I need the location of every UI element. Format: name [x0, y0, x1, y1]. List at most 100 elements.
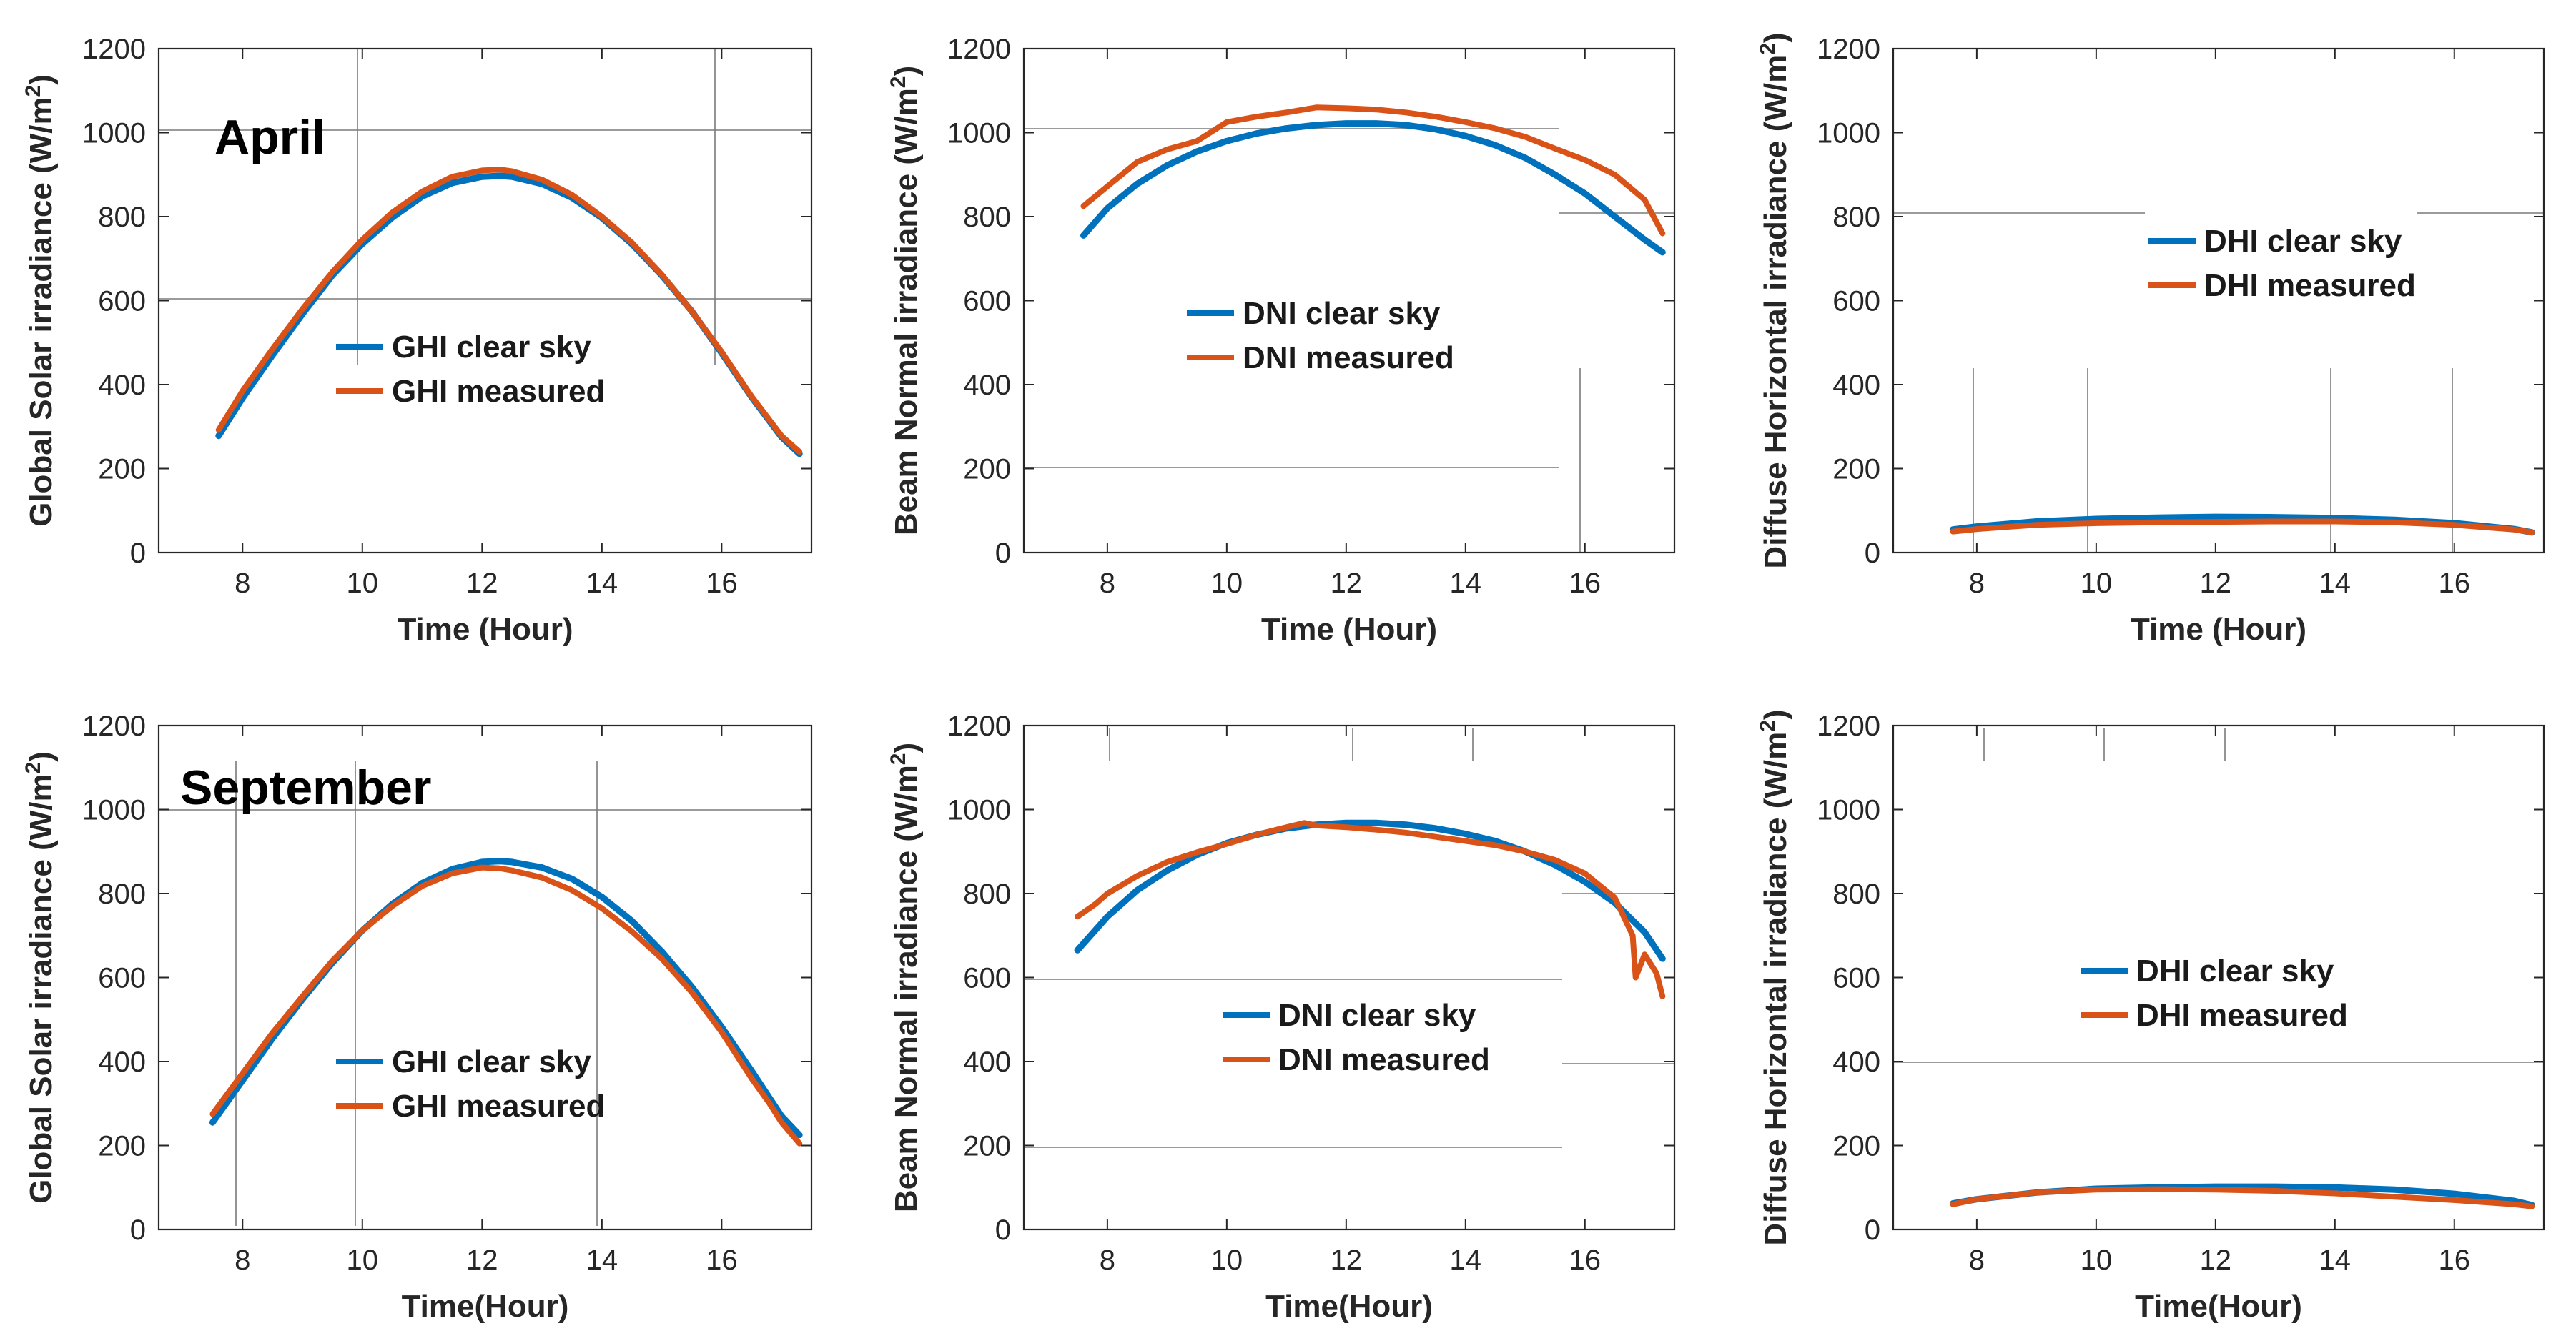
y-tick-label: 400 [963, 370, 1011, 401]
y-tick-label: 600 [963, 963, 1011, 994]
y-tick-label: 1200 [1817, 711, 1880, 742]
plot-layer [1950, 513, 2535, 536]
series-line-clear-sky [215, 172, 803, 457]
y-tick-label: 200 [98, 1131, 146, 1162]
x-tick-label: 8 [235, 1244, 250, 1276]
x-axis-label: Time(Hour) [402, 1289, 569, 1324]
legend: GHI clear sky GHI measured [336, 330, 605, 409]
x-tick-label: 8 [235, 568, 250, 599]
tick-layer: 8 10 12 14 16 0 200 400 600 800 1000 1200 [947, 711, 1674, 1276]
y-tick-label: 200 [1832, 454, 1880, 485]
legend-label-measured: DNI measured [1278, 1042, 1490, 1077]
y-tick-label: 0 [1865, 1214, 1880, 1246]
x-axis-label: Time(Hour) [1265, 1289, 1433, 1324]
legend-label-clear-sky: GHI clear sky [392, 1044, 591, 1079]
grid-layer [1893, 212, 2544, 553]
x-tick-label: 16 [1569, 1244, 1602, 1276]
y-axis-label: Global Solar irradiance (W/m2) [21, 751, 59, 1204]
x-axis-label: Time (Hour) [1261, 612, 1437, 647]
y-tick-label: 800 [98, 202, 146, 233]
plot-layer [1080, 104, 1666, 256]
plot-layer [215, 167, 803, 457]
y-tick-label: 600 [98, 286, 146, 317]
series-line-clear-sky [1080, 120, 1666, 256]
y-tick-label: 1000 [947, 795, 1011, 826]
tick-layer: 8 10 12 14 16 0 200 400 600 800 1000 1200 [82, 711, 811, 1276]
y-tick-label: 1000 [82, 795, 146, 826]
x-tick-label: 10 [1211, 568, 1243, 599]
y-tick-label: 800 [963, 879, 1011, 910]
y-tick-label: 200 [1832, 1131, 1880, 1162]
legend-label-clear-sky: DNI clear sky [1278, 998, 1476, 1033]
x-axis-label: Time (Hour) [2131, 612, 2306, 647]
y-tick-label: 1000 [1817, 118, 1880, 149]
y-tick-label: 0 [130, 538, 146, 569]
y-tick-label: 200 [963, 454, 1011, 485]
x-tick-label: 16 [2439, 568, 2471, 599]
legend: GHI clear sky GHI measured [336, 1044, 605, 1124]
legend-label-measured: GHI measured [392, 374, 605, 409]
y-tick-label: 800 [963, 202, 1011, 233]
y-tick-label: 1000 [947, 118, 1011, 149]
y-tick-label: 800 [98, 879, 146, 910]
x-tick-label: 10 [347, 1244, 379, 1276]
tick-layer: 8 10 12 14 16 0 200 400 600 800 1000 1200 [1817, 711, 2544, 1276]
y-tick-label: 1200 [1817, 34, 1880, 65]
series-line-measured [209, 864, 803, 1147]
grid-layer [159, 49, 811, 365]
y-tick-label: 1200 [82, 34, 146, 65]
month-label: April [214, 110, 325, 164]
x-tick-label: 10 [2081, 1244, 2113, 1276]
panel-april-dni: 8 10 12 14 16 0 200 400 600 800 1000 1200 Time (Hou… [887, 34, 1676, 647]
legend: DHI clear sky DHI measured [2148, 224, 2416, 303]
series-line-measured [215, 167, 803, 455]
plot-layer [1074, 819, 1666, 999]
series-line-measured [1950, 518, 2535, 535]
y-tick-label: 0 [995, 1214, 1011, 1246]
panel-april-dhi: 8 10 12 14 16 0 200 400 600 800 1000 1200 Time (Hou… [1756, 32, 2545, 647]
y-tick-label: 400 [963, 1046, 1011, 1078]
y-tick-label: 400 [98, 370, 146, 401]
grid-layer [159, 761, 811, 1226]
x-tick-label: 8 [1969, 1244, 1985, 1276]
x-tick-label: 14 [2319, 568, 2352, 599]
panel-april-ghi: 8 10 12 14 16 0 200 400 600 800 1000 1200 Time (Hou… [21, 34, 813, 647]
month-label: September [180, 761, 431, 815]
x-tick-label: 16 [706, 1244, 738, 1276]
panel-september-dhi: 8 10 12 14 16 0 200 400 600 800 1000 1200 Time(Hour… [1756, 709, 2545, 1324]
panel-september-ghi: 8 10 12 14 16 0 200 400 600 800 1000 1200 Time(Hour… [21, 711, 813, 1324]
series-line-measured [1080, 104, 1666, 237]
legend: DHI clear sky DHI measured [2081, 954, 2348, 1033]
x-tick-label: 10 [2081, 568, 2113, 599]
y-tick-label: 400 [98, 1046, 146, 1078]
legend-label-measured: DHI measured [2136, 998, 2348, 1033]
y-axis-label: Beam Normal irradiance (W/m2) [887, 66, 924, 535]
tick-layer: 8 10 12 14 16 0 200 400 600 800 1000 1200 [1817, 34, 2544, 599]
y-axis-label: Diffuse Horizontal irradiance (W/m2) [1756, 32, 1793, 568]
x-tick-label: 8 [1100, 1244, 1115, 1276]
y-tick-label: 200 [98, 454, 146, 485]
y-tick-label: 0 [995, 538, 1011, 569]
plot-layer [209, 858, 803, 1147]
y-tick-label: 600 [1832, 963, 1880, 994]
panel-september-dni: 8 10 12 14 16 0 200 400 600 800 1000 1200 Time(Hour… [887, 711, 1676, 1324]
legend: DNI clear sky DNI measured [1223, 998, 1490, 1077]
y-axis-label: Global Solar irradiance (W/m2) [21, 74, 59, 527]
x-tick-label: 12 [466, 1244, 498, 1276]
x-tick-label: 12 [466, 568, 498, 599]
x-tick-label: 12 [1331, 568, 1363, 599]
y-tick-label: 0 [130, 1214, 146, 1246]
y-tick-label: 1200 [82, 711, 146, 742]
axes-frame [1022, 724, 1676, 1231]
legend: DNI clear sky DNI measured [1187, 296, 1454, 375]
series-line-clear-sky [1074, 819, 1666, 962]
x-tick-label: 10 [1211, 1244, 1243, 1276]
x-tick-label: 12 [1331, 1244, 1363, 1276]
x-tick-label: 14 [586, 1244, 618, 1276]
y-tick-label: 800 [1832, 879, 1880, 910]
x-tick-label: 8 [1969, 568, 1985, 599]
grid-layer [1024, 728, 1674, 1148]
y-tick-label: 600 [1832, 286, 1880, 317]
legend-label-measured: GHI measured [392, 1089, 605, 1124]
